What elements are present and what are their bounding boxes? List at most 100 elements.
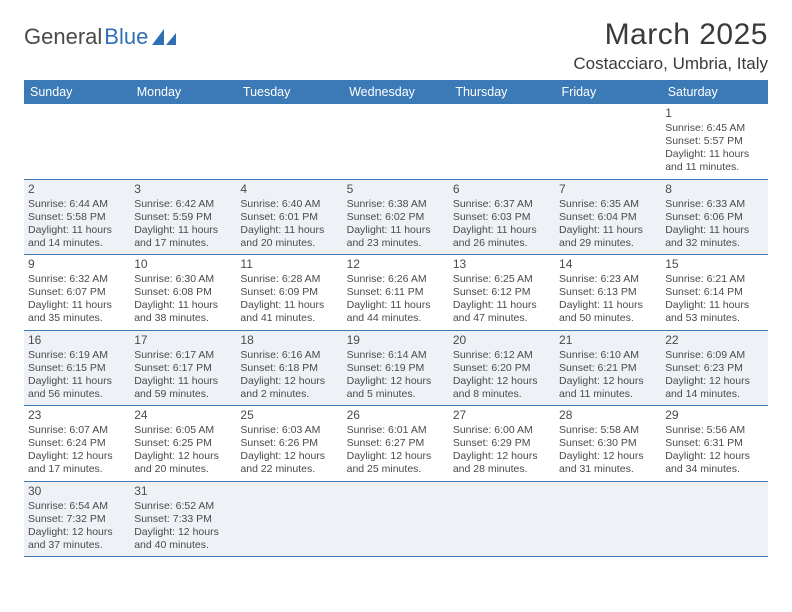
weekday-heading: Tuesday <box>236 80 342 104</box>
sunrise-text: Sunrise: 6:26 AM <box>347 273 445 286</box>
daylight1-text: Daylight: 12 hours <box>134 450 232 463</box>
daylight2-text: and 17 minutes. <box>134 237 232 250</box>
day-number: 23 <box>28 408 126 423</box>
logo: GeneralBlue <box>24 18 178 50</box>
daylight1-text: Daylight: 12 hours <box>559 450 657 463</box>
daylight1-text: Daylight: 12 hours <box>347 375 445 388</box>
day-number: 26 <box>347 408 445 423</box>
week-row: 16Sunrise: 6:19 AMSunset: 6:15 PMDayligh… <box>24 330 768 406</box>
day-cell: 31Sunrise: 6:52 AMSunset: 7:33 PMDayligh… <box>130 481 236 557</box>
sunrise-text: Sunrise: 6:01 AM <box>347 424 445 437</box>
day-cell: 29Sunrise: 5:56 AMSunset: 6:31 PMDayligh… <box>661 406 767 482</box>
calendar-body: 1Sunrise: 6:45 AMSunset: 5:57 PMDaylight… <box>24 104 768 557</box>
day-cell: 17Sunrise: 6:17 AMSunset: 6:17 PMDayligh… <box>130 330 236 406</box>
sunset-text: Sunset: 6:01 PM <box>240 211 338 224</box>
day-cell: 8Sunrise: 6:33 AMSunset: 6:06 PMDaylight… <box>661 179 767 255</box>
sunset-text: Sunset: 6:20 PM <box>453 362 551 375</box>
daylight1-text: Daylight: 12 hours <box>347 450 445 463</box>
sunset-text: Sunset: 6:09 PM <box>240 286 338 299</box>
day-cell: 5Sunrise: 6:38 AMSunset: 6:02 PMDaylight… <box>343 179 449 255</box>
day-number: 21 <box>559 333 657 348</box>
day-number: 25 <box>240 408 338 423</box>
weekday-heading: Monday <box>130 80 236 104</box>
daylight2-text: and 14 minutes. <box>28 237 126 250</box>
day-number: 11 <box>240 257 338 272</box>
day-number: 7 <box>559 182 657 197</box>
sunrise-text: Sunrise: 5:58 AM <box>559 424 657 437</box>
daylight1-text: Daylight: 11 hours <box>28 224 126 237</box>
sunset-text: Sunset: 6:23 PM <box>665 362 763 375</box>
logo-text-blue: Blue <box>104 24 148 50</box>
day-cell: 14Sunrise: 6:23 AMSunset: 6:13 PMDayligh… <box>555 255 661 331</box>
daylight1-text: Daylight: 11 hours <box>665 224 763 237</box>
daylight2-text: and 35 minutes. <box>28 312 126 325</box>
sunset-text: Sunset: 6:29 PM <box>453 437 551 450</box>
day-number: 15 <box>665 257 763 272</box>
sunrise-text: Sunrise: 6:44 AM <box>28 198 126 211</box>
day-cell: 18Sunrise: 6:16 AMSunset: 6:18 PMDayligh… <box>236 330 342 406</box>
day-cell <box>449 481 555 557</box>
daylight2-text: and 20 minutes. <box>134 463 232 476</box>
daylight1-text: Daylight: 12 hours <box>453 375 551 388</box>
day-cell <box>449 104 555 179</box>
daylight1-text: Daylight: 12 hours <box>665 375 763 388</box>
sunrise-text: Sunrise: 6:33 AM <box>665 198 763 211</box>
daylight2-text: and 34 minutes. <box>665 463 763 476</box>
day-cell: 2Sunrise: 6:44 AMSunset: 5:58 PMDaylight… <box>24 179 130 255</box>
week-row: 1Sunrise: 6:45 AMSunset: 5:57 PMDaylight… <box>24 104 768 179</box>
weekday-heading: Thursday <box>449 80 555 104</box>
daylight2-text: and 38 minutes. <box>134 312 232 325</box>
daylight1-text: Daylight: 11 hours <box>28 375 126 388</box>
sunrise-text: Sunrise: 6:28 AM <box>240 273 338 286</box>
daylight2-text: and 53 minutes. <box>665 312 763 325</box>
day-cell: 30Sunrise: 6:54 AMSunset: 7:32 PMDayligh… <box>24 481 130 557</box>
daylight1-text: Daylight: 11 hours <box>453 299 551 312</box>
day-cell: 28Sunrise: 5:58 AMSunset: 6:30 PMDayligh… <box>555 406 661 482</box>
logo-sail-icon <box>152 27 178 47</box>
day-cell: 7Sunrise: 6:35 AMSunset: 6:04 PMDaylight… <box>555 179 661 255</box>
calendar-page: GeneralBlue March 2025 Costacciaro, Umbr… <box>0 0 792 575</box>
sunrise-text: Sunrise: 6:45 AM <box>665 122 763 135</box>
day-number: 10 <box>134 257 232 272</box>
day-cell: 6Sunrise: 6:37 AMSunset: 6:03 PMDaylight… <box>449 179 555 255</box>
daylight2-text: and 44 minutes. <box>347 312 445 325</box>
sunset-text: Sunset: 7:32 PM <box>28 513 126 526</box>
sunrise-text: Sunrise: 6:00 AM <box>453 424 551 437</box>
daylight1-text: Daylight: 12 hours <box>665 450 763 463</box>
sunset-text: Sunset: 6:03 PM <box>453 211 551 224</box>
sunrise-text: Sunrise: 6:07 AM <box>28 424 126 437</box>
day-cell <box>130 104 236 179</box>
day-cell: 16Sunrise: 6:19 AMSunset: 6:15 PMDayligh… <box>24 330 130 406</box>
day-number: 2 <box>28 182 126 197</box>
daylight2-text: and 59 minutes. <box>134 388 232 401</box>
day-cell: 21Sunrise: 6:10 AMSunset: 6:21 PMDayligh… <box>555 330 661 406</box>
week-row: 9Sunrise: 6:32 AMSunset: 6:07 PMDaylight… <box>24 255 768 331</box>
day-number: 8 <box>665 182 763 197</box>
day-number: 29 <box>665 408 763 423</box>
calendar-header: Sunday Monday Tuesday Wednesday Thursday… <box>24 80 768 104</box>
day-cell: 25Sunrise: 6:03 AMSunset: 6:26 PMDayligh… <box>236 406 342 482</box>
day-cell <box>555 481 661 557</box>
sunrise-text: Sunrise: 6:21 AM <box>665 273 763 286</box>
daylight2-text: and 47 minutes. <box>453 312 551 325</box>
sunrise-text: Sunrise: 6:35 AM <box>559 198 657 211</box>
day-cell: 12Sunrise: 6:26 AMSunset: 6:11 PMDayligh… <box>343 255 449 331</box>
daylight1-text: Daylight: 11 hours <box>347 299 445 312</box>
day-number: 14 <box>559 257 657 272</box>
sunset-text: Sunset: 6:31 PM <box>665 437 763 450</box>
sunset-text: Sunset: 5:59 PM <box>134 211 232 224</box>
daylight1-text: Daylight: 11 hours <box>559 224 657 237</box>
week-row: 23Sunrise: 6:07 AMSunset: 6:24 PMDayligh… <box>24 406 768 482</box>
day-cell: 1Sunrise: 6:45 AMSunset: 5:57 PMDaylight… <box>661 104 767 179</box>
daylight1-text: Daylight: 11 hours <box>240 299 338 312</box>
daylight1-text: Daylight: 12 hours <box>453 450 551 463</box>
day-number: 22 <box>665 333 763 348</box>
daylight1-text: Daylight: 11 hours <box>559 299 657 312</box>
day-cell: 3Sunrise: 6:42 AMSunset: 5:59 PMDaylight… <box>130 179 236 255</box>
day-cell <box>236 481 342 557</box>
sunset-text: Sunset: 5:58 PM <box>28 211 126 224</box>
sunset-text: Sunset: 6:07 PM <box>28 286 126 299</box>
day-cell: 23Sunrise: 6:07 AMSunset: 6:24 PMDayligh… <box>24 406 130 482</box>
daylight2-text: and 14 minutes. <box>665 388 763 401</box>
daylight2-text: and 50 minutes. <box>559 312 657 325</box>
